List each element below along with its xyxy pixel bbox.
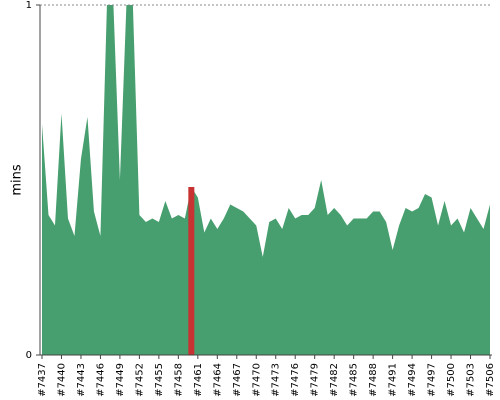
x-tick-label: #7482 [329, 363, 340, 397]
x-tick-label: #7488 [368, 363, 379, 397]
x-tick-label: #7455 [154, 363, 165, 397]
x-tick-label: #7446 [95, 363, 106, 397]
y-tick-label: 0 [26, 350, 32, 361]
x-tick-label: #7461 [193, 363, 204, 397]
x-tick-label: #7449 [115, 363, 126, 397]
x-tick-label: #7437 [37, 363, 48, 397]
x-tick-label: #7440 [56, 363, 67, 397]
x-tick-label: #7470 [251, 363, 262, 397]
y-tick-label: 1 [26, 0, 32, 11]
x-tick-label: #7500 [446, 363, 457, 397]
x-tick-label: #7467 [232, 363, 243, 397]
highlight-bar [188, 187, 195, 355]
x-tick-label: #7476 [290, 363, 301, 397]
x-tick-label: #7452 [134, 363, 145, 397]
x-tick-label: #7464 [212, 363, 223, 397]
x-tick-label: #7503 [466, 363, 477, 397]
x-tick-label: #7497 [427, 363, 438, 397]
x-tick-label: #7494 [407, 363, 418, 397]
y-axis-label: mins [10, 164, 25, 196]
x-tick-label: #7479 [310, 363, 321, 397]
x-tick-label: #7485 [349, 363, 360, 397]
x-tick-label: #7491 [388, 363, 399, 397]
area [42, 5, 490, 355]
x-tick-label: #7458 [173, 363, 184, 397]
x-tick-label: #7473 [271, 363, 282, 397]
x-tick-label: #7506 [485, 363, 496, 397]
x-tick-label: #7443 [76, 363, 87, 397]
